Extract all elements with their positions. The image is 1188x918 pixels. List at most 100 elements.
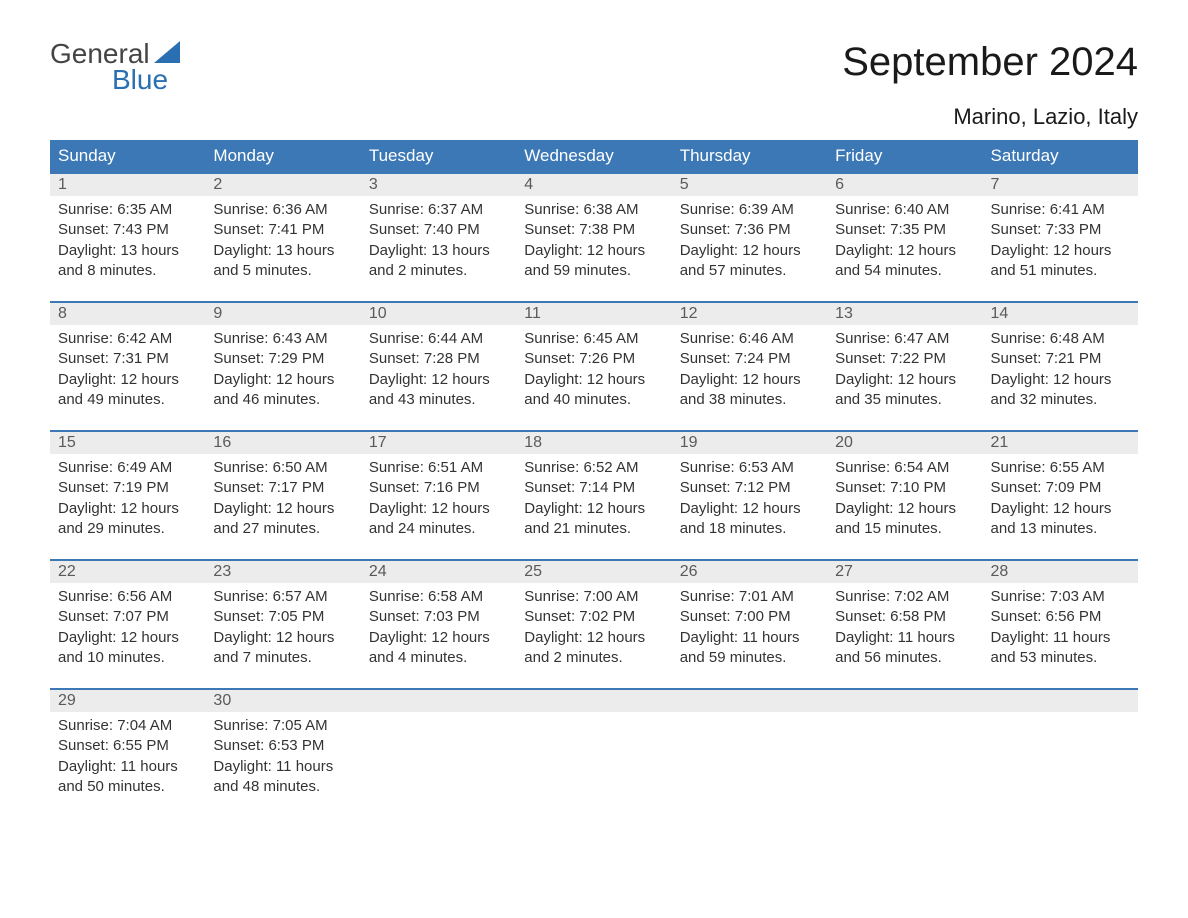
day-details: Sunrise: 6:36 AMSunset: 7:41 PMDaylight:… [205,196,360,281]
day-cell: 29Sunrise: 7:04 AMSunset: 6:55 PMDayligh… [50,688,205,803]
day-day2: and 7 minutes. [213,648,352,668]
week-row: 8Sunrise: 6:42 AMSunset: 7:31 PMDaylight… [50,301,1138,416]
day-cell: 1Sunrise: 6:35 AMSunset: 7:43 PMDaylight… [50,172,205,287]
day-cell: .. [361,688,516,803]
day-day1: Daylight: 12 hours [680,241,819,261]
weekday-tuesday: Tuesday [361,140,516,172]
day-sunset: Sunset: 7:10 PM [835,478,974,498]
day-cell: 7Sunrise: 6:41 AMSunset: 7:33 PMDaylight… [983,172,1138,287]
day-number: 1 [50,172,205,196]
day-day1: Daylight: 12 hours [213,370,352,390]
day-sunset: Sunset: 7:43 PM [58,220,197,240]
day-number: 21 [983,430,1138,454]
day-day1: Daylight: 12 hours [680,499,819,519]
weekday-thursday: Thursday [672,140,827,172]
day-day1: Daylight: 11 hours [680,628,819,648]
brand-logo: General Blue [50,40,180,94]
day-sunrise: Sunrise: 6:39 AM [680,200,819,220]
day-cell: 20Sunrise: 6:54 AMSunset: 7:10 PMDayligh… [827,430,982,545]
day-details: Sunrise: 7:01 AMSunset: 7:00 PMDaylight:… [672,583,827,668]
day-day2: and 40 minutes. [524,390,663,410]
day-day1: Daylight: 12 hours [524,628,663,648]
day-sunset: Sunset: 7:12 PM [680,478,819,498]
day-day1: Daylight: 12 hours [369,370,508,390]
day-cell: 16Sunrise: 6:50 AMSunset: 7:17 PMDayligh… [205,430,360,545]
day-day2: and 10 minutes. [58,648,197,668]
day-number: 9 [205,301,360,325]
day-day1: Daylight: 11 hours [213,757,352,777]
day-sunrise: Sunrise: 6:52 AM [524,458,663,478]
day-cell: .. [672,688,827,803]
day-sunrise: Sunrise: 6:47 AM [835,329,974,349]
day-cell: 23Sunrise: 6:57 AMSunset: 7:05 PMDayligh… [205,559,360,674]
day-details: Sunrise: 7:03 AMSunset: 6:56 PMDaylight:… [983,583,1138,668]
day-day1: Daylight: 12 hours [524,499,663,519]
day-sunrise: Sunrise: 6:53 AM [680,458,819,478]
day-day2: and 54 minutes. [835,261,974,281]
day-details: Sunrise: 7:04 AMSunset: 6:55 PMDaylight:… [50,712,205,797]
day-sunrise: Sunrise: 6:54 AM [835,458,974,478]
day-details: Sunrise: 7:02 AMSunset: 6:58 PMDaylight:… [827,583,982,668]
day-number: 18 [516,430,671,454]
day-day2: and 24 minutes. [369,519,508,539]
day-sunset: Sunset: 7:38 PM [524,220,663,240]
day-sunset: Sunset: 6:56 PM [991,607,1130,627]
day-number: 25 [516,559,671,583]
day-details: Sunrise: 7:00 AMSunset: 7:02 PMDaylight:… [516,583,671,668]
day-cell: 3Sunrise: 6:37 AMSunset: 7:40 PMDaylight… [361,172,516,287]
day-day1: Daylight: 12 hours [835,241,974,261]
day-cell: 12Sunrise: 6:46 AMSunset: 7:24 PMDayligh… [672,301,827,416]
day-sunset: Sunset: 7:40 PM [369,220,508,240]
day-sunset: Sunset: 7:19 PM [58,478,197,498]
day-sunset: Sunset: 7:35 PM [835,220,974,240]
day-sunset: Sunset: 6:55 PM [58,736,197,756]
day-number: 2 [205,172,360,196]
day-day1: Daylight: 13 hours [58,241,197,261]
day-day2: and 51 minutes. [991,261,1130,281]
day-day2: and 4 minutes. [369,648,508,668]
day-details: Sunrise: 6:45 AMSunset: 7:26 PMDaylight:… [516,325,671,410]
day-sunrise: Sunrise: 6:37 AM [369,200,508,220]
day-number: 11 [516,301,671,325]
day-cell: 4Sunrise: 6:38 AMSunset: 7:38 PMDaylight… [516,172,671,287]
day-day2: and 57 minutes. [680,261,819,281]
day-sunrise: Sunrise: 6:41 AM [991,200,1130,220]
day-sunset: Sunset: 7:29 PM [213,349,352,369]
day-sunrise: Sunrise: 6:50 AM [213,458,352,478]
day-day2: and 8 minutes. [58,261,197,281]
day-day2: and 49 minutes. [58,390,197,410]
day-number: 6 [827,172,982,196]
day-sunset: Sunset: 7:28 PM [369,349,508,369]
day-sunrise: Sunrise: 7:01 AM [680,587,819,607]
day-cell: 14Sunrise: 6:48 AMSunset: 7:21 PMDayligh… [983,301,1138,416]
day-sunrise: Sunrise: 6:46 AM [680,329,819,349]
day-sunset: Sunset: 7:00 PM [680,607,819,627]
day-details: Sunrise: 6:58 AMSunset: 7:03 PMDaylight:… [361,583,516,668]
weekday-wednesday: Wednesday [516,140,671,172]
weeks-container: 1Sunrise: 6:35 AMSunset: 7:43 PMDaylight… [50,172,1138,803]
weekday-monday: Monday [205,140,360,172]
day-details: Sunrise: 6:42 AMSunset: 7:31 PMDaylight:… [50,325,205,410]
day-details: Sunrise: 6:51 AMSunset: 7:16 PMDaylight:… [361,454,516,539]
day-day1: Daylight: 13 hours [369,241,508,261]
week-row: 29Sunrise: 7:04 AMSunset: 6:55 PMDayligh… [50,688,1138,803]
day-sunset: Sunset: 7:14 PM [524,478,663,498]
day-details: Sunrise: 6:47 AMSunset: 7:22 PMDaylight:… [827,325,982,410]
day-day1: Daylight: 12 hours [991,241,1130,261]
day-sunrise: Sunrise: 6:58 AM [369,587,508,607]
day-sunrise: Sunrise: 6:40 AM [835,200,974,220]
weekday-header-row: SundayMondayTuesdayWednesdayThursdayFrid… [50,140,1138,172]
day-details: Sunrise: 6:46 AMSunset: 7:24 PMDaylight:… [672,325,827,410]
day-details: Sunrise: 6:49 AMSunset: 7:19 PMDaylight:… [50,454,205,539]
day-day1: Daylight: 11 hours [835,628,974,648]
day-details: Sunrise: 6:53 AMSunset: 7:12 PMDaylight:… [672,454,827,539]
day-number: 16 [205,430,360,454]
day-number: 12 [672,301,827,325]
day-day2: and 43 minutes. [369,390,508,410]
day-sunrise: Sunrise: 6:38 AM [524,200,663,220]
day-number: 15 [50,430,205,454]
day-day2: and 48 minutes. [213,777,352,797]
day-day2: and 15 minutes. [835,519,974,539]
week-row: 22Sunrise: 6:56 AMSunset: 7:07 PMDayligh… [50,559,1138,674]
day-cell: 27Sunrise: 7:02 AMSunset: 6:58 PMDayligh… [827,559,982,674]
